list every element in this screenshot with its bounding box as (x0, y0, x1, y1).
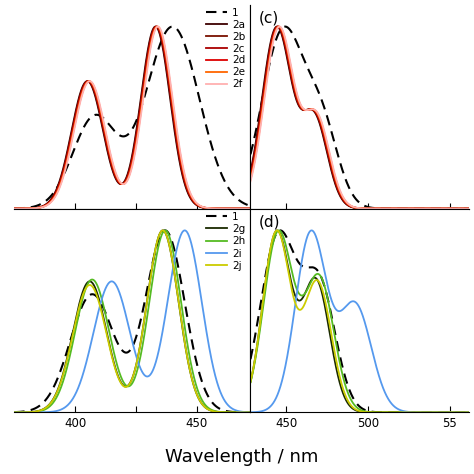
Legend: 1, 2a, 2b, 2c, 2d, 2e, 2f: 1, 2a, 2b, 2c, 2d, 2e, 2f (206, 8, 245, 89)
Text: (c): (c) (259, 11, 280, 26)
Text: (d): (d) (259, 215, 281, 230)
Text: Wavelength / nm: Wavelength / nm (165, 448, 319, 466)
Legend: 1, 2g, 2h, 2i, 2j: 1, 2g, 2h, 2i, 2j (206, 212, 245, 271)
